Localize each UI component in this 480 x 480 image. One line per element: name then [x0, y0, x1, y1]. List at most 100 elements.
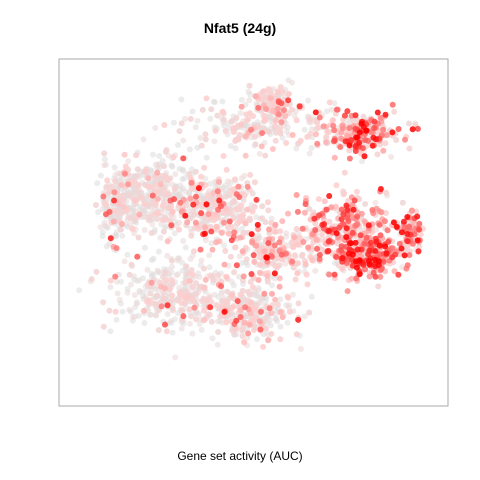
data-point-2325	[249, 239, 256, 246]
data-point-839	[255, 287, 262, 294]
data-point-1464	[161, 269, 168, 276]
data-point-1849	[122, 163, 129, 170]
data-point-662	[192, 124, 199, 131]
data-point-1215	[147, 290, 154, 297]
data-point-1205	[155, 327, 162, 334]
data-point-2645	[296, 103, 303, 110]
data-point-1969	[240, 211, 247, 218]
data-point-2687	[350, 206, 357, 213]
data-point-898	[124, 289, 131, 296]
data-point-1689	[295, 260, 302, 267]
data-point-2201	[265, 337, 272, 344]
data-point-1805	[208, 298, 215, 305]
data-point-1789	[382, 140, 389, 147]
data-point-1936	[285, 91, 292, 97]
data-point-2623	[340, 211, 347, 218]
data-point-663	[194, 117, 201, 124]
data-point-833	[177, 182, 184, 189]
data-point-2045	[222, 205, 229, 212]
data-point-1163	[101, 162, 108, 169]
data-point-2651	[311, 215, 318, 222]
data-point-2738	[401, 252, 408, 259]
data-point-1618	[247, 171, 254, 178]
data-point-564	[136, 277, 143, 284]
data-point-1906	[107, 277, 114, 284]
data-point-2374	[221, 219, 227, 226]
data-point-1996	[177, 291, 184, 298]
data-point-1034	[231, 331, 238, 338]
data-point-2344	[278, 119, 285, 126]
data-point-2486	[333, 106, 340, 113]
data-point-1197	[399, 199, 406, 206]
data-point-1149	[258, 295, 265, 302]
data-point-74	[227, 143, 234, 149]
data-point-983	[126, 306, 133, 313]
data-point-2543	[338, 206, 345, 213]
data-point-1359	[93, 268, 100, 275]
data-point-2609	[414, 125, 421, 132]
data-point-2479	[100, 193, 107, 200]
data-point-2629	[207, 304, 214, 311]
data-point-2732	[203, 201, 210, 208]
data-point-2282	[266, 226, 272, 233]
data-point-1211	[154, 216, 161, 223]
data-point-2339	[320, 123, 327, 130]
data-point-878	[211, 138, 218, 145]
data-point-2345	[125, 181, 132, 188]
data-point-2737	[345, 250, 352, 257]
data-point-1393	[295, 300, 302, 307]
data-point-1138	[173, 191, 180, 198]
data-point-12	[111, 164, 118, 171]
data-point-2401	[191, 304, 198, 311]
data-point-395	[301, 126, 308, 133]
data-point-1458	[135, 188, 141, 195]
data-point-2582	[233, 262, 240, 269]
data-point-2640	[389, 254, 396, 261]
data-point-1454	[169, 307, 176, 314]
data-point-2690	[326, 193, 333, 199]
data-point-2441	[406, 252, 413, 258]
data-point-583	[305, 97, 312, 104]
data-point-2218	[237, 234, 244, 241]
data-point-2568	[168, 222, 175, 229]
data-point-389	[113, 316, 120, 323]
data-point-2548	[377, 232, 384, 239]
data-point-2292	[238, 103, 245, 110]
data-point-1842	[223, 166, 230, 173]
data-point-932	[173, 272, 180, 279]
data-point-1185	[187, 320, 193, 327]
data-point-962	[267, 113, 273, 120]
data-point-585	[206, 252, 213, 259]
data-point-1410	[106, 307, 113, 314]
data-point-2176	[145, 175, 152, 182]
data-point-2526	[314, 245, 321, 252]
data-point-431	[94, 180, 101, 187]
data-point-549	[180, 167, 187, 174]
data-point-1790	[268, 330, 275, 337]
data-point-2118	[269, 146, 276, 152]
data-point-1240	[134, 166, 141, 173]
data-point-2650	[404, 238, 411, 245]
data-point-565	[277, 323, 284, 330]
data-point-2069	[248, 299, 255, 306]
data-point-1505	[246, 82, 253, 89]
data-point-1823	[218, 303, 225, 310]
data-point-1228	[360, 113, 367, 120]
data-point-478	[156, 153, 163, 159]
data-point-1381	[188, 313, 195, 320]
data-point-2675	[414, 213, 421, 220]
data-point-2722	[356, 129, 363, 136]
data-point-1737	[222, 128, 229, 134]
data-point-1555	[207, 272, 214, 279]
data-point-1110	[142, 294, 149, 301]
data-point-2624	[347, 137, 354, 144]
data-point-2668	[107, 235, 114, 242]
data-point-2323	[178, 208, 185, 215]
data-point-857	[178, 325, 185, 332]
data-point-736	[244, 122, 251, 129]
data-point-2036	[131, 197, 138, 204]
data-point-1894	[202, 182, 209, 188]
data-point-1955	[112, 308, 119, 315]
data-point-1293	[223, 193, 229, 200]
